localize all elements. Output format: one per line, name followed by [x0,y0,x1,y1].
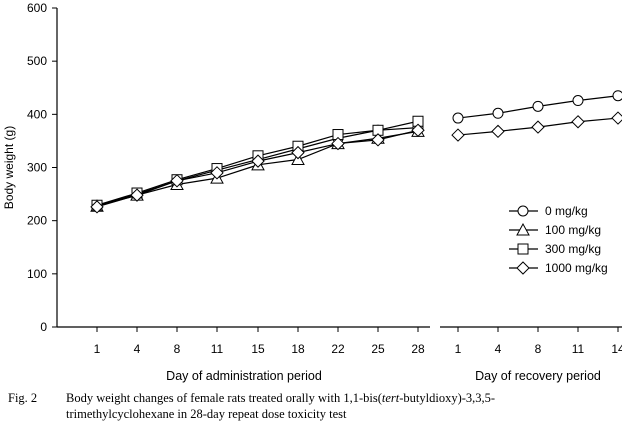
x-tick-label: 28 [411,342,425,356]
data-point-diamond [451,128,465,142]
legend-marker-square [517,243,529,255]
x-axis-label: Day of recovery period [475,369,601,383]
data-point-diamond [611,111,622,125]
data-point-diamond [90,200,104,214]
legend-marker-triangle [516,222,530,236]
x-tick-label: 1 [455,342,462,356]
x-tick-label: 4 [495,342,502,356]
legend-marker-circle [517,205,529,217]
data-point-diamond [531,120,545,134]
x-tick-label: 1 [94,342,101,356]
legend-marker-diamond [516,261,530,275]
data-point-diamond [491,124,505,139]
x-tick-label: 25 [371,342,385,356]
data-point-diamond [210,166,224,180]
y-tick-label: 600 [27,1,47,15]
caption-line2: trimethylcyclohexane in 28-day repeat do… [66,407,347,421]
data-point-circle [532,100,544,112]
x-tick-label: 8 [174,342,181,356]
data-point-circle [452,112,464,124]
x-tick-label: 22 [331,342,345,356]
legend-label: 300 mg/kg [545,242,601,256]
data-point-circle [572,95,584,107]
data-point-circle [492,107,504,119]
y-tick-label: 300 [27,161,47,175]
data-point-diamond [371,133,385,147]
caption-label: Fig. 2 [8,391,38,405]
legend-label: 0 mg/kg [545,204,588,218]
data-point-diamond [331,136,345,151]
data-point-circle [612,90,622,102]
y-tick-label: 0 [40,320,47,334]
legend-label: 100 mg/kg [545,223,601,237]
data-point-diamond [251,154,265,168]
data-point-diamond [130,188,144,202]
figure-caption: Fig. 2 Body weight changes of female rats… [8,390,618,422]
y-tick-label: 100 [27,267,47,281]
x-tick-label: 14 [611,342,622,356]
y-tick-label: 200 [27,214,47,228]
legend-label: 1000 mg/kg [545,261,608,275]
x-tick-label: 15 [251,342,265,356]
data-point-diamond [291,145,305,160]
data-point-diamond [571,115,585,129]
x-tick-label: 18 [291,342,305,356]
caption-text: Body weight changes of female rats treat… [66,391,382,405]
x-tick-label: 8 [535,342,542,356]
x-axis-label: Day of administration period [166,369,322,383]
caption-text: -butyldioxy)-3,3,5- [399,391,496,405]
caption-italic: tert [381,391,400,405]
x-tick-label: 11 [572,342,585,356]
y-axis-label: Body weight (g) [2,126,16,209]
y-tick-label: 400 [27,107,47,121]
data-point-diamond [411,123,425,137]
y-tick-label: 500 [27,54,47,68]
x-tick-label: 11 [211,342,224,356]
x-tick-label: 4 [134,342,141,356]
data-point-diamond [170,174,184,188]
